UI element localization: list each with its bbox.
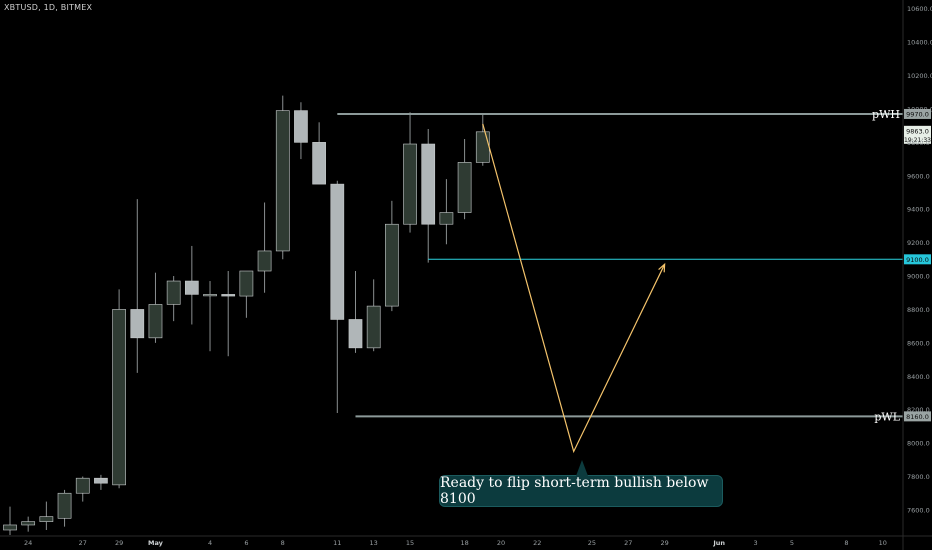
levels-group: pWH 9970.0 9100.0 pWL 8160.0 9863.0 19:21:33 xyxy=(337,108,931,423)
price-tick-label: 10200.0 xyxy=(907,72,932,80)
time-tick-label: 29 xyxy=(115,539,123,547)
annotation-callout: Ready to flip short-term bullish below 8… xyxy=(439,460,723,507)
candle-body-5[interactable] xyxy=(94,477,108,484)
price-tick-label: 9200.0 xyxy=(907,239,930,247)
candle-body-8[interactable] xyxy=(148,304,163,339)
time-tick-label: 29 xyxy=(660,539,668,547)
symbol-label: XBTUSD, 1D, BITMEX xyxy=(4,3,93,12)
candle-body-2[interactable] xyxy=(39,516,54,522)
candle-body-15[interactable] xyxy=(275,110,290,252)
price-tick-label: 8000.0 xyxy=(907,440,930,448)
price-tick-label: 9400.0 xyxy=(907,206,930,214)
time-tick-label: 27 xyxy=(79,539,87,547)
candle-body-9[interactable] xyxy=(166,280,181,305)
time-axis: 24 27 29 May 4 6 8 11 13 15 18 20 22 25 27 29 Jun 3 5 8 10 xyxy=(0,535,932,547)
candle-body-4[interactable] xyxy=(75,477,90,494)
current-price-text: 9863.0 xyxy=(906,127,929,135)
time-tick-label: 25 xyxy=(588,539,596,547)
price-tick-label: 8200.0 xyxy=(907,406,930,414)
price-tick-label: 9000.0 xyxy=(907,273,930,281)
time-tick-label: 5 xyxy=(790,539,794,547)
time-tick-label: May xyxy=(148,539,164,547)
candle-body-14[interactable] xyxy=(257,250,272,272)
price-tick-label: 8800.0 xyxy=(907,306,930,314)
price-tick-label: 10600.0 xyxy=(907,5,932,13)
candle-body-12[interactable] xyxy=(221,294,236,297)
time-tick-label: 22 xyxy=(533,539,541,547)
time-tick-label: 20 xyxy=(497,539,505,547)
candle-body-7[interactable] xyxy=(130,309,145,339)
projection-path[interactable] xyxy=(482,123,666,454)
price-tick-label: 7800.0 xyxy=(907,473,930,481)
time-tick-label: 8 xyxy=(281,539,285,547)
countdown-text: 19:21:33 xyxy=(904,137,931,144)
candle-body-11[interactable] xyxy=(203,294,217,297)
price-axis: 7600.0 7800.0 8000.0 8200.0 8400.0 8600.0 8800… xyxy=(902,0,932,550)
candle-body-25[interactable] xyxy=(457,162,472,213)
price-tick-label: 10000.0 xyxy=(907,105,932,113)
candle-body-17[interactable] xyxy=(312,142,326,185)
level-price-tag-1 xyxy=(904,254,931,265)
price-tick-label: 10400.0 xyxy=(907,39,932,47)
time-tick-label: 6 xyxy=(244,539,248,547)
candle-body-13[interactable] xyxy=(239,270,254,297)
time-tick-label: 11 xyxy=(333,539,341,547)
candle-body-10[interactable] xyxy=(184,280,199,295)
time-tick-label: 3 xyxy=(753,539,757,547)
price-tick-label: 8600.0 xyxy=(907,339,930,347)
candle-body-1[interactable] xyxy=(21,521,36,526)
time-tick-label: 27 xyxy=(624,539,632,547)
time-tick-label: Jun xyxy=(712,539,725,547)
time-tick-label: 18 xyxy=(460,539,468,547)
level-price-tag-2 xyxy=(904,411,931,422)
candle-body-20[interactable] xyxy=(366,305,381,349)
candle-body-3[interactable] xyxy=(57,492,72,519)
candle-body-0[interactable] xyxy=(3,524,17,531)
candle-body-22[interactable] xyxy=(403,143,417,225)
candle-body-23[interactable] xyxy=(421,143,436,225)
time-tick-label: 10 xyxy=(879,539,887,547)
candles-group xyxy=(3,95,490,535)
level-label-pwh: pWH xyxy=(872,108,900,121)
price-tick-label: 7600.0 xyxy=(907,506,930,514)
candle-body-24[interactable] xyxy=(439,212,454,225)
candle-body-26[interactable] xyxy=(475,131,490,163)
time-tick-label: 15 xyxy=(406,539,414,547)
candle-body-6[interactable] xyxy=(112,309,126,486)
candle-body-18[interactable] xyxy=(330,183,345,320)
level-price-text-0: 9970.0 xyxy=(906,110,929,118)
candle-body-21[interactable] xyxy=(385,223,399,307)
time-tick-label: 13 xyxy=(370,539,378,547)
price-tick-label: 8400.0 xyxy=(907,373,930,381)
level-price-tag-0 xyxy=(904,108,931,119)
candle-body-19[interactable] xyxy=(348,319,363,349)
level-price-text-2: 8160.0 xyxy=(906,413,929,421)
candle-body-16[interactable] xyxy=(294,110,308,143)
time-tick-label: 8 xyxy=(844,539,848,547)
level-label-pwl: pWL xyxy=(874,410,900,423)
projection-arrowhead xyxy=(658,262,666,273)
level-price-text-1: 9100.0 xyxy=(906,256,929,264)
price-tick-label: 9600.0 xyxy=(907,172,930,180)
time-tick-label: 24 xyxy=(24,539,32,547)
price-tick-label: 9800.0 xyxy=(907,139,930,147)
projection-group xyxy=(482,123,666,454)
time-tick-label: 4 xyxy=(208,539,212,547)
current-price-tag xyxy=(904,125,931,144)
